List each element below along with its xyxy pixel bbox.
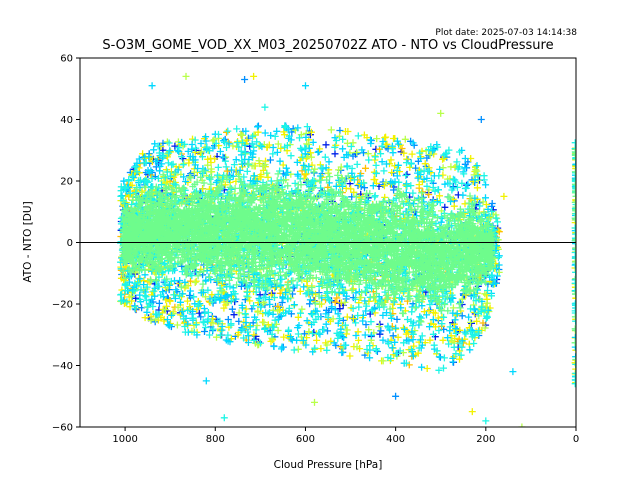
y-tick-label: −20 xyxy=(52,300,73,311)
y-tick-label: 20 xyxy=(60,177,73,188)
x-tick-label: 200 xyxy=(476,434,495,445)
y-axis: −60 −40 −20 0 20 40 60 xyxy=(52,54,80,434)
y-axis-label: ATO - NTO [DU] xyxy=(22,201,34,282)
y-tick-label: 0 xyxy=(67,238,73,249)
data-point-group xyxy=(119,148,576,363)
x-tick-label: 800 xyxy=(206,434,225,445)
y-tick-label: −60 xyxy=(52,423,73,434)
x-tick-label: 600 xyxy=(296,434,315,445)
y-tick-label: 40 xyxy=(60,115,73,126)
data-points xyxy=(117,72,576,427)
y-tick-label: −40 xyxy=(52,361,73,372)
x-axis-label: Cloud Pressure [hPa] xyxy=(274,459,383,471)
y-tick-label: 60 xyxy=(60,54,73,65)
chart-title: S-O3M_GOME_VOD_XX_M03_20250702Z ATO - NT… xyxy=(102,38,553,53)
x-axis: 1000 800 600 400 200 0 xyxy=(112,427,579,445)
x-tick-label: 1000 xyxy=(112,434,137,445)
x-tick-label: 400 xyxy=(386,434,405,445)
x-tick-label: 0 xyxy=(573,434,579,445)
plot-date: Plot date: 2025-07-03 14:14:38 xyxy=(435,28,577,38)
